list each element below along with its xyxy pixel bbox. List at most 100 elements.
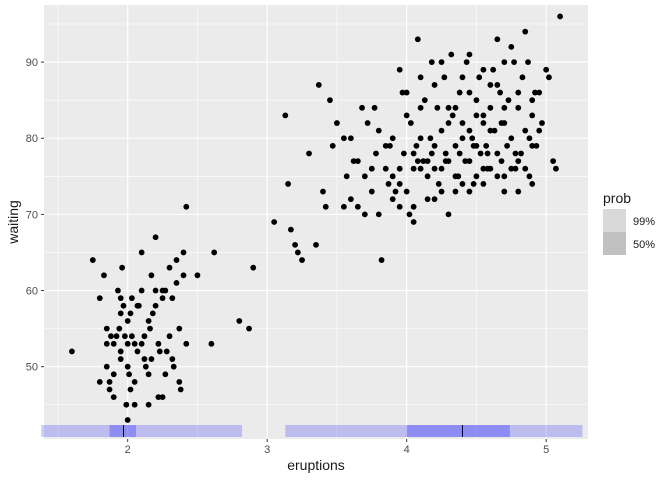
data-point [428,150,435,157]
data-point [350,158,357,164]
data-point [431,82,438,88]
data-point [529,142,536,149]
data-points [68,13,564,423]
data-point [208,340,215,347]
data-point [511,59,517,66]
data-point [128,333,135,340]
data-point [145,401,152,408]
data-point [480,181,487,187]
data-point [452,104,459,111]
data-point [354,158,361,164]
data-point [294,249,301,256]
data-point [456,150,463,157]
data-point [176,378,183,385]
data-point [459,135,466,142]
data-point [533,142,540,149]
data-point [508,165,515,172]
data-point [487,82,494,88]
panel-background [44,5,588,439]
data-point [166,264,173,271]
data-point [128,295,135,302]
data-point [396,165,403,172]
x-tick-label: 2 [125,444,131,456]
data-point [473,173,480,180]
data-point [399,89,406,96]
data-point [424,158,431,164]
y-axis-title: waiting [5,200,21,245]
data-point [438,127,445,134]
data-point [515,89,522,96]
data-point [127,310,134,317]
data-point [442,150,449,157]
data-point [173,280,180,286]
y-tick-label: 70 [26,209,38,221]
data-point [166,333,173,340]
data-point [396,181,403,187]
data-point [138,287,145,294]
data-point [138,249,145,256]
data-point [504,142,510,149]
data-point [169,295,176,302]
data-point [484,150,491,157]
data-point [501,188,508,195]
data-point [117,356,124,362]
data-point [236,318,243,324]
data-point [438,165,445,172]
data-point [106,386,113,393]
data-point [396,203,403,210]
data-point [389,135,396,142]
data-point [138,340,145,347]
data-point [364,120,371,126]
data-point [466,127,473,134]
data-point [361,211,368,218]
data-point [505,97,512,104]
data-point [497,89,504,96]
data-point [123,401,130,408]
interval-bands [41,425,583,437]
data-point [354,203,361,210]
data-point [424,173,431,180]
data-point [525,59,531,66]
data-point [494,36,501,43]
data-point [480,120,487,126]
data-point [368,165,375,172]
data-point [292,241,298,248]
legend-swatch-99 [603,209,626,232]
data-point [410,203,417,210]
data-point [250,264,257,271]
data-point [159,295,166,302]
data-point [141,333,148,340]
data-point [526,135,533,142]
data-point [173,257,180,263]
data-point [501,173,508,180]
data-point [145,318,152,324]
data-point [152,302,159,309]
interval-99-band [41,425,243,437]
data-point [375,127,382,134]
data-point [529,181,536,187]
data-point [410,165,417,172]
legend-swatch-50 [603,232,626,255]
data-point [473,112,480,119]
data-point [110,394,117,401]
data-point [532,89,538,96]
data-point [438,59,445,66]
data-point [414,158,421,164]
data-point [163,348,170,355]
data-point [452,188,459,195]
data-point [421,97,428,104]
data-point [480,112,487,119]
data-point [152,234,159,241]
data-point [106,378,113,385]
data-point [512,150,519,157]
interval-99-band [285,425,583,437]
data-point [145,371,152,378]
data-point [406,211,413,218]
data-point [466,158,473,164]
data-point [285,181,292,187]
data-point [149,310,156,317]
data-point [68,348,75,355]
data-point [522,165,529,172]
data-point [477,150,484,157]
